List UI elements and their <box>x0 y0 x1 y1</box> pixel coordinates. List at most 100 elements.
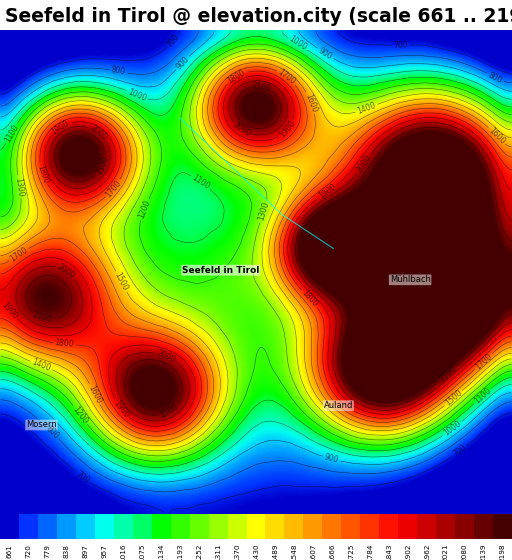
Bar <box>133 514 152 539</box>
Text: 1300: 1300 <box>13 176 25 197</box>
Text: 838: 838 <box>63 544 69 558</box>
Text: 1900: 1900 <box>50 118 71 136</box>
Text: 1075: 1075 <box>139 544 145 560</box>
Text: 700: 700 <box>393 40 408 50</box>
Bar <box>379 514 398 539</box>
Bar <box>19 514 38 539</box>
Text: 1489: 1489 <box>272 544 278 560</box>
Text: 1900: 1900 <box>0 300 19 320</box>
Text: 1600: 1600 <box>486 126 506 146</box>
Text: 1193: 1193 <box>177 544 183 560</box>
Text: 779: 779 <box>45 544 50 558</box>
Bar <box>304 514 323 539</box>
Text: 1900: 1900 <box>112 399 131 419</box>
Text: 2100: 2100 <box>251 81 272 93</box>
Text: 1700: 1700 <box>276 68 297 87</box>
Text: 1430: 1430 <box>253 544 259 560</box>
Text: 2100: 2100 <box>95 155 111 176</box>
Text: 957: 957 <box>101 544 108 558</box>
Bar <box>114 514 133 539</box>
Text: 2000: 2000 <box>231 120 252 139</box>
Bar <box>266 514 285 539</box>
Text: 700: 700 <box>165 32 182 49</box>
Bar <box>436 514 455 539</box>
Text: 1800: 1800 <box>300 288 319 309</box>
Text: 800: 800 <box>45 424 61 441</box>
Text: 1800: 1800 <box>54 338 75 349</box>
Bar <box>360 514 379 539</box>
Bar <box>189 514 208 539</box>
Text: 1700: 1700 <box>473 352 494 371</box>
Bar <box>246 514 266 539</box>
Text: Mühlbach: Mühlbach <box>390 276 431 284</box>
Text: 1100: 1100 <box>190 173 211 191</box>
Text: Seefeld in Tirol: Seefeld in Tirol <box>182 265 260 274</box>
Text: 1900: 1900 <box>317 182 338 200</box>
Text: 1000: 1000 <box>287 35 308 53</box>
Text: 1900: 1900 <box>278 119 297 140</box>
Bar <box>285 514 304 539</box>
Text: 1700: 1700 <box>9 246 30 264</box>
Text: 1800: 1800 <box>35 164 50 184</box>
Text: 2100: 2100 <box>32 310 53 324</box>
Text: 661: 661 <box>7 544 12 558</box>
Text: 1666: 1666 <box>329 544 335 560</box>
Text: 2000: 2000 <box>56 263 77 281</box>
Bar <box>227 514 246 539</box>
Text: 900: 900 <box>174 55 191 71</box>
Text: 1000: 1000 <box>442 419 463 438</box>
Text: 1843: 1843 <box>386 544 392 560</box>
Text: 1134: 1134 <box>158 544 164 560</box>
Text: 900: 900 <box>317 46 334 61</box>
Text: 1300: 1300 <box>257 201 271 222</box>
Text: 1725: 1725 <box>348 544 354 560</box>
Text: 1100: 1100 <box>472 386 493 406</box>
Text: 2080: 2080 <box>462 544 467 560</box>
Text: 897: 897 <box>82 544 89 558</box>
Bar <box>323 514 342 539</box>
Text: 1500: 1500 <box>113 271 130 292</box>
Bar <box>342 514 360 539</box>
Text: 2000: 2000 <box>88 123 109 142</box>
Text: 1902: 1902 <box>404 544 411 560</box>
Bar <box>417 514 436 539</box>
Text: 2000: 2000 <box>355 153 373 175</box>
Text: 900: 900 <box>323 452 340 465</box>
Text: 720: 720 <box>26 544 31 558</box>
Text: 1962: 1962 <box>423 544 430 560</box>
Text: 1600: 1600 <box>86 384 103 405</box>
Text: Mosern: Mosern <box>26 421 57 430</box>
Text: 1700: 1700 <box>103 179 123 199</box>
Bar <box>493 514 512 539</box>
Bar <box>455 514 474 539</box>
Text: 700: 700 <box>451 443 468 459</box>
Text: 1500: 1500 <box>443 389 464 408</box>
Text: 1200: 1200 <box>71 404 89 425</box>
Text: 1400: 1400 <box>356 101 377 116</box>
Text: 2021: 2021 <box>443 544 449 560</box>
Bar <box>38 514 57 539</box>
Text: 1548: 1548 <box>291 544 297 560</box>
Text: 800: 800 <box>487 71 504 85</box>
Text: 1400: 1400 <box>31 358 52 374</box>
Text: 1252: 1252 <box>196 544 202 560</box>
Text: 2139: 2139 <box>481 544 486 560</box>
Text: 1016: 1016 <box>120 544 126 560</box>
Text: 2100: 2100 <box>438 363 459 383</box>
Bar <box>0 514 19 539</box>
Bar <box>152 514 170 539</box>
Text: 1800: 1800 <box>226 68 247 86</box>
Text: 1370: 1370 <box>234 544 240 560</box>
Bar <box>76 514 95 539</box>
Bar <box>95 514 114 539</box>
Text: 1200: 1200 <box>137 199 153 220</box>
Bar <box>208 514 227 539</box>
Text: 1311: 1311 <box>215 544 221 560</box>
Text: 1600: 1600 <box>304 92 319 114</box>
Text: 1607: 1607 <box>310 544 316 560</box>
Text: 700: 700 <box>74 469 92 485</box>
Bar <box>170 514 189 539</box>
Bar <box>57 514 76 539</box>
Text: 1100: 1100 <box>3 123 20 144</box>
Text: Seefeld in Tirol @ elevation.city (scale 661 .. 2198 m)*: Seefeld in Tirol @ elevation.city (scale… <box>5 7 512 26</box>
